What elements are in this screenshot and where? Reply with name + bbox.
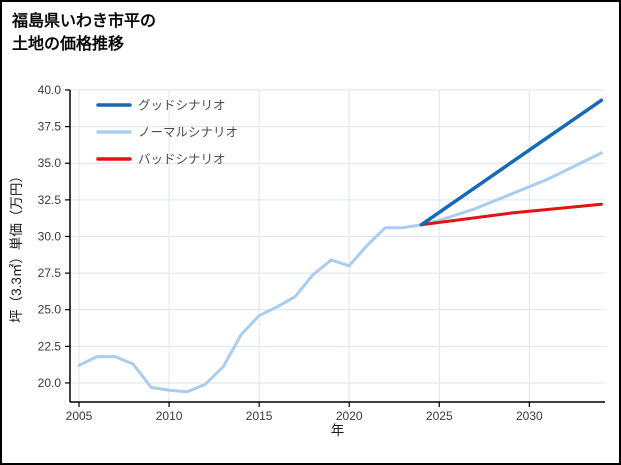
y-axis-label: 坪（3.3㎡）単価（万円） — [9, 169, 24, 323]
y-tick-label: 40.0 — [38, 83, 62, 97]
x-tick-label: 2005 — [66, 409, 93, 423]
y-tick-label: 27.5 — [38, 266, 62, 280]
y-tick-label: 35.0 — [38, 156, 62, 170]
x-axis-label: 年 — [331, 423, 345, 438]
series-line-1 — [419, 202, 603, 227]
x-tick-label: 2020 — [336, 409, 363, 423]
page-title-line2: 土地の価格推移 — [12, 36, 125, 54]
x-tick-label: 2015 — [246, 409, 273, 423]
series-line-0 — [77, 151, 603, 394]
y-tick-label: 22.5 — [38, 339, 62, 353]
y-tick-label: 20.0 — [38, 376, 62, 390]
series-line-2 — [419, 98, 604, 227]
x-tick-label: 2030 — [516, 409, 543, 423]
y-tick-label: 30.0 — [38, 229, 62, 243]
y-tick-label: 32.5 — [38, 193, 62, 207]
page-title: 福島県いわき市平の 土地の価格推移 — [12, 10, 156, 56]
y-tick-label: 37.5 — [38, 120, 62, 134]
series-lines — [77, 98, 604, 394]
x-tick-label: 2010 — [156, 409, 183, 423]
legend-label-2: バッドシナリオ — [138, 153, 226, 167]
gridlines — [70, 89, 605, 402]
axes: 2005 2010 2015 2020 2025 2030 20.0 22.5 25.0 27.5… — [38, 83, 605, 423]
legend-label-1: ノーマルシナリオ — [138, 126, 238, 140]
x-tick-label: 2025 — [426, 409, 453, 423]
page-title-line1: 福島県いわき市平の — [12, 13, 157, 30]
legend-label-0: グッドシナリオ — [138, 99, 226, 113]
y-tick-label: 25.0 — [38, 303, 62, 317]
